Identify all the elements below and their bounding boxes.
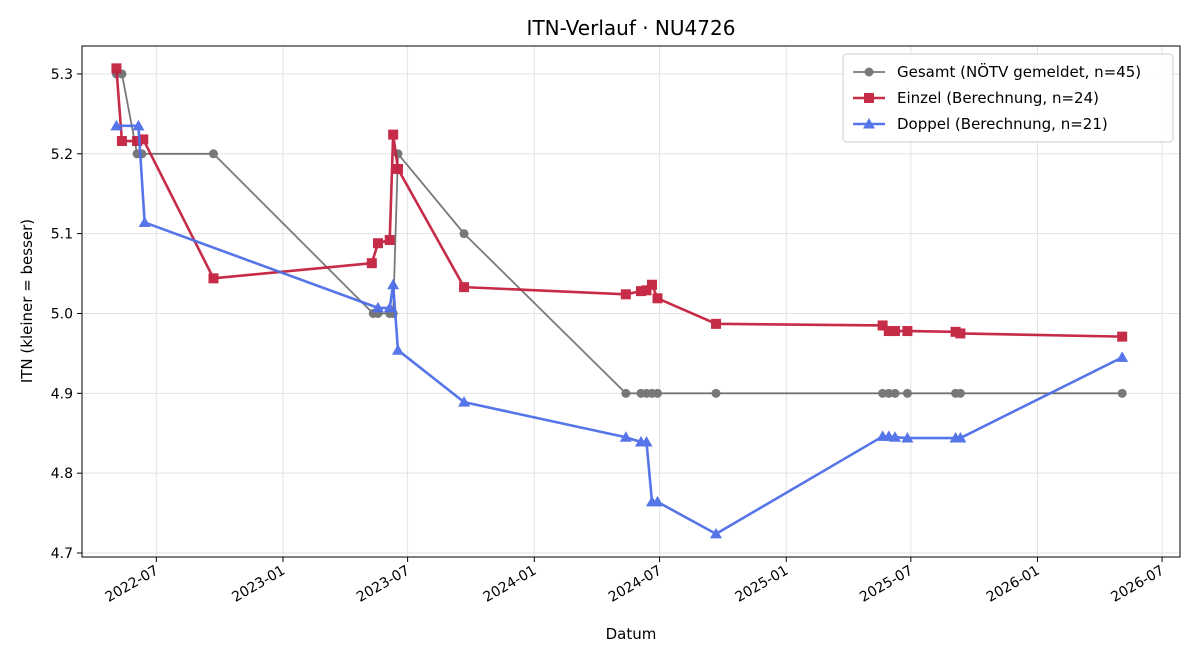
data-point [372,301,385,313]
data-point [902,326,913,337]
data-point [388,129,399,140]
x-tick-label: 2024-01 [481,563,540,606]
data-point [883,326,894,337]
legend: Gesamt (NÖTV gemeldet, n=45) Einzel (Bere… [842,53,1174,143]
series-circle [111,69,1127,398]
y-tick-label: 5.2 [51,147,73,163]
y-axis-label: ITN (kleiner = besser) [18,219,36,383]
y-tick-label: 5.1 [51,227,73,243]
data-point [878,388,888,398]
legend-label: Einzel (Berechnung, n=24) [897,89,1099,107]
data-point [621,388,631,398]
x-tick-label: 2025-07 [857,563,916,606]
x-tick-label: 2024-07 [606,563,665,606]
data-point [890,388,900,398]
chart-title: ITN-Verlauf · NU4726 [527,16,736,40]
data-point [954,432,967,443]
data-point [458,396,471,407]
data-point [635,286,646,297]
y-tick-label: 5.3 [51,67,73,83]
data-point [138,216,151,227]
data-point [646,279,657,290]
y-tick-label: 5.0 [51,306,73,322]
data-point [710,527,723,539]
y-tick-label: 4.9 [51,386,73,402]
series-triangle [110,119,1129,539]
series-line [116,124,1123,536]
y-tick-label: 4.7 [51,546,73,562]
data-point [653,388,663,398]
data-point [459,229,469,239]
x-tick-label: 2023-07 [354,563,413,606]
legend-swatch-marker [864,67,874,77]
legend-entry [853,93,885,103]
x-tick-label: 2026-01 [984,563,1043,606]
y-axis: 4.7 4.8 4.9 5.0 5.1 5.2 5.3 [51,67,82,562]
data-point [890,326,901,337]
data-point [116,136,127,147]
series-layer [110,63,1129,539]
data-point [391,344,404,355]
data-point [652,293,663,304]
data-point [641,285,652,296]
legend-entry [853,118,885,129]
legend-box [842,53,1174,143]
data-point [366,258,377,269]
data-point [132,136,143,147]
data-point [132,119,145,131]
legend-label: Gesamt (NÖTV gemeldet, n=45) [897,62,1141,81]
plot-frame [81,45,1181,558]
data-point [877,320,888,331]
data-point [902,388,912,398]
data-point [1117,331,1128,342]
data-point [384,235,395,246]
data-point [620,289,631,300]
series-square [111,63,1128,342]
data-point [955,388,965,398]
data-point [1117,388,1127,398]
data-point [208,273,219,284]
data-point [208,149,218,159]
y-tick-label: 4.8 [51,466,73,482]
data-point [373,238,384,249]
legend-entry [853,67,885,77]
data-point [651,495,664,507]
data-point [711,388,721,398]
data-point [711,318,722,329]
legend-swatch-marker [863,118,875,129]
data-point [884,388,894,398]
data-point [1116,351,1129,362]
data-point [619,431,632,442]
data-point [111,63,122,74]
data-point [459,282,470,293]
legend-swatch-marker [864,93,874,103]
data-point [955,328,966,339]
x-axis-label: Datum [606,625,657,643]
x-axis: 2022-07 2023-01 2023-07 2024-01 2024-07 2025-… [103,557,1167,606]
legend-label: Doppel (Berechnung, n=21) [897,115,1108,133]
data-point [901,432,914,443]
data-point [640,436,653,447]
x-tick-label: 2023-01 [229,563,288,606]
grid [82,46,1180,557]
data-point [383,301,396,313]
x-tick-label: 2026-07 [1108,563,1167,606]
data-point [110,119,123,131]
data-point [889,431,902,442]
data-point [392,163,403,174]
data-point [138,134,149,145]
data-point [387,278,400,290]
x-tick-label: 2022-07 [103,563,162,606]
x-tick-label: 2025-01 [733,563,792,606]
